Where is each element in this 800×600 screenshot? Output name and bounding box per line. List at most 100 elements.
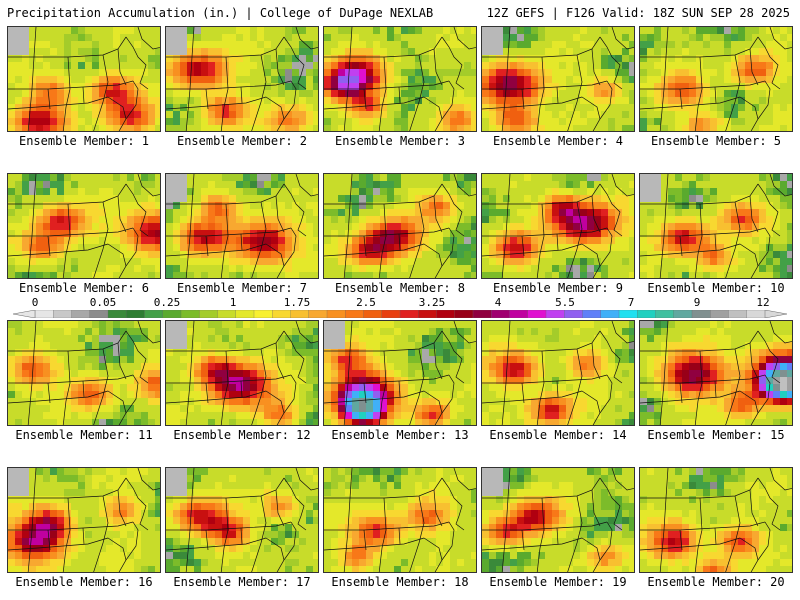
colorbar-tick-label: 0.05: [89, 296, 117, 309]
precip-field: [8, 321, 160, 425]
ensemble-map-panel: [639, 173, 793, 279]
ensemble-map-panel: [323, 320, 477, 426]
colorbar-cell: [491, 310, 510, 318]
ensemble-member-label: Ensemble Member: 12: [173, 428, 311, 442]
precip-field: [482, 174, 634, 278]
colorbar-cell: [345, 310, 364, 318]
colorbar-cell: [746, 310, 766, 318]
colorbar-tick-label: 1: [229, 296, 237, 309]
precip-field: [640, 27, 792, 131]
colorbar-max-arrow: [764, 310, 787, 318]
colorbar-cell: [454, 310, 474, 318]
colorbar-cell: [235, 310, 255, 318]
colorbar-cell: [89, 310, 109, 318]
colorbar-cell: [600, 310, 620, 318]
colorbar-cell: [618, 310, 638, 318]
colorbar-cell: [472, 310, 492, 318]
colorbar-cell: [381, 310, 401, 318]
ensemble-map-panel: [165, 320, 319, 426]
ensemble-member-label: Ensemble Member: 2: [176, 134, 308, 148]
ensemble-map-panel: [639, 320, 793, 426]
colorbar-cell: [126, 310, 145, 318]
ensemble-member-label: Ensemble Member: 20: [647, 575, 785, 589]
ensemble-map-panel: [481, 26, 635, 132]
precip-field: [166, 27, 318, 131]
colorbar-tick-label: 5.5: [555, 296, 575, 309]
colorbar-tick-label: 0: [31, 296, 39, 309]
ensemble-member-label: Ensemble Member: 18: [331, 575, 469, 589]
ensemble-map-panel: [481, 173, 635, 279]
ensemble-map-panel: [323, 467, 477, 573]
colorbar-cell: [691, 310, 711, 318]
precip-field: [640, 174, 792, 278]
precip-field: [324, 321, 476, 425]
precip-field: [166, 174, 318, 278]
colorbar-cell: [107, 310, 127, 318]
ensemble-map-panel: [481, 320, 635, 426]
ensemble-member-label: Ensemble Member: 5: [650, 134, 782, 148]
precip-field: [166, 468, 318, 572]
ensemble-map-panel: [639, 467, 793, 573]
colorbar-tick-label: 2.5: [356, 296, 376, 309]
colorbar-cell: [710, 310, 729, 318]
ensemble-map-panel: [7, 173, 161, 279]
colorbar-tick-label: 0.25: [153, 296, 181, 309]
colorbar-cell: [53, 310, 72, 318]
colorbar-cell: [162, 310, 182, 318]
colorbar-cell: [272, 310, 291, 318]
colorbar-cell: [180, 310, 200, 318]
precip-field: [8, 468, 160, 572]
colorbar-cell: [399, 310, 419, 318]
precip-field: [324, 27, 476, 131]
precip-field: [8, 27, 160, 131]
colorbar-cell: [71, 310, 91, 318]
colorbar-cell: [363, 310, 383, 318]
precip-field: [482, 321, 634, 425]
precip-field: [8, 174, 160, 278]
ensemble-member-label: Ensemble Member: 10: [647, 281, 785, 295]
colorbar-tick-label: 7: [627, 296, 635, 309]
ensemble-map-panel: [165, 173, 319, 279]
ensemble-map-panel: [7, 467, 161, 573]
colorbar-cell: [199, 310, 218, 318]
ensemble-map-panel: [7, 26, 161, 132]
colorbar-cell: [673, 310, 693, 318]
colorbar-tick-label: 12: [756, 296, 770, 309]
colorbar-cell: [545, 310, 565, 318]
ensemble-member-label: Ensemble Member: 16: [15, 575, 153, 589]
ensemble-member-label: Ensemble Member: 14: [489, 428, 627, 442]
precip-colorbar: [13, 310, 787, 318]
ensemble-member-label: Ensemble Member: 1: [18, 134, 150, 148]
colorbar-cell: [564, 310, 583, 318]
precip-field: [324, 174, 476, 278]
ensemble-member-label: Ensemble Member: 9: [492, 281, 624, 295]
ensemble-member-label: Ensemble Member: 6: [18, 281, 150, 295]
colorbar-cell: [144, 310, 164, 318]
ensemble-map-panel: [165, 467, 319, 573]
colorbar-cell: [728, 310, 748, 318]
ensemble-member-label: Ensemble Member: 17: [173, 575, 311, 589]
colorbar-tick-label: 4: [494, 296, 502, 309]
ensemble-map-panel: [165, 26, 319, 132]
colorbar-cell: [290, 310, 310, 318]
colorbar-cell: [326, 310, 346, 318]
colorbar-cell: [253, 310, 273, 318]
precip-field: [482, 27, 634, 131]
ensemble-map-panel: [639, 26, 793, 132]
ensemble-member-label: Ensemble Member: 19: [489, 575, 627, 589]
precip-field: [324, 468, 476, 572]
ensemble-member-label: Ensemble Member: 4: [492, 134, 624, 148]
precip-field: [640, 468, 792, 572]
colorbar-cell: [217, 310, 237, 318]
colorbar-cell: [655, 310, 675, 318]
colorbar-cell: [582, 310, 602, 318]
ensemble-member-label: Ensemble Member: 13: [331, 428, 469, 442]
precip-field: [482, 468, 634, 572]
colorbar-tick-label: 3.25: [418, 296, 446, 309]
colorbar-cell: [34, 310, 54, 318]
ensemble-map-panel: [323, 26, 477, 132]
ensemble-member-label: Ensemble Member: 15: [647, 428, 785, 442]
colorbar-min-arrow: [13, 310, 36, 318]
colorbar-cell: [637, 310, 656, 318]
colorbar-tick-label: 1.75: [283, 296, 311, 309]
